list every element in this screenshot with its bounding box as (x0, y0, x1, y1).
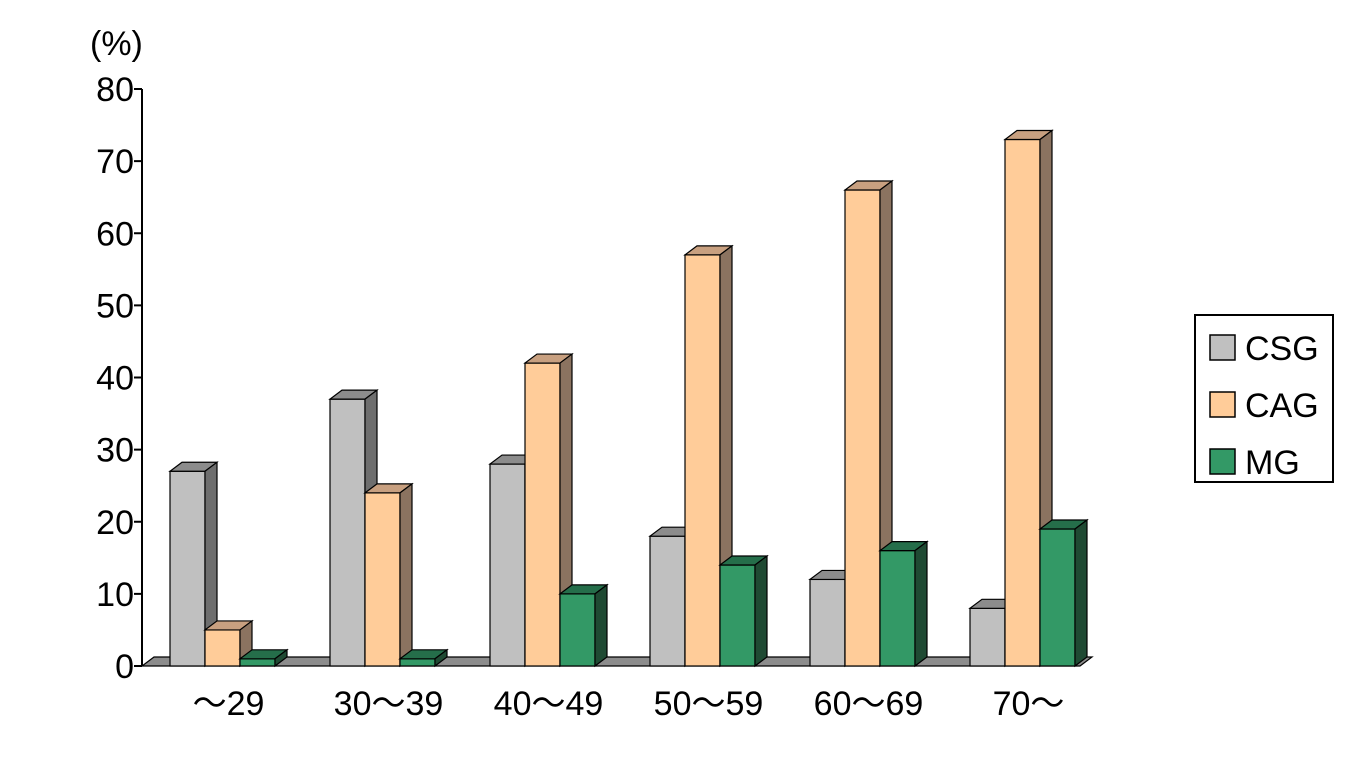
bar (203, 619, 254, 668)
bar (523, 352, 574, 668)
y-tick-label: 50 (96, 287, 134, 325)
bar-front (559, 593, 596, 667)
y-tick-label: 30 (96, 432, 134, 470)
bar-front (1004, 138, 1041, 667)
y-tick-label: 10 (96, 576, 134, 614)
bar-side (1074, 518, 1088, 668)
bar-front (719, 564, 756, 667)
bar-side (914, 540, 928, 668)
bar (398, 648, 449, 668)
legend-swatch (1209, 448, 1236, 475)
y-tick-label: 60 (96, 215, 134, 253)
bar-side (594, 583, 608, 668)
x-tick-label: 60～69 (814, 685, 924, 723)
x-tick-label: 70～ (993, 685, 1065, 723)
y-tick-label: 20 (96, 504, 134, 542)
bar-side (434, 648, 448, 668)
bar (238, 648, 289, 668)
bar-front (329, 398, 366, 667)
bar-front (364, 492, 401, 667)
bar-front (239, 658, 276, 667)
y-unit-label: (%) (90, 25, 143, 63)
bar-side (274, 648, 288, 668)
bar-front (969, 607, 1006, 667)
legend-label: CAG (1245, 387, 1319, 425)
y-ticks: 0 10 20 30 40 50 60 70 80 (96, 71, 142, 686)
bar (718, 554, 769, 668)
x-tick-label: 40～49 (494, 685, 604, 723)
bar-front (489, 463, 526, 667)
x-tick-label: ～29 (193, 685, 265, 723)
bar-front (844, 189, 881, 667)
bar-front (809, 578, 846, 667)
y-tick-label: 40 (96, 360, 134, 398)
bar-front (1039, 528, 1076, 667)
bar-front (649, 535, 686, 667)
bar-side (754, 554, 768, 668)
legend-label: MG (1245, 444, 1300, 482)
bar (1038, 518, 1089, 668)
legend-swatch (1209, 391, 1236, 418)
x-tick-labels: ～29 30～39 40～49 50～59 60～69 70～ (193, 685, 1065, 723)
bar (558, 583, 609, 668)
x-tick-label: 50～59 (654, 685, 764, 723)
y-tick-label: 0 (115, 648, 134, 686)
x-tick-label: 30～39 (334, 685, 444, 723)
bar-front (169, 470, 206, 667)
bar-front (879, 549, 916, 667)
legend-swatch (1209, 334, 1236, 361)
bar-front (399, 658, 436, 667)
bar (363, 482, 414, 668)
bars (168, 129, 1089, 668)
bar-front (524, 362, 561, 667)
y-tick-label: 80 (96, 71, 134, 109)
bar (683, 244, 734, 668)
bar-front (204, 629, 241, 667)
bar-front (684, 254, 721, 667)
y-tick-label: 70 (96, 143, 134, 181)
legend-label: CSG (1245, 330, 1319, 368)
bar-side (399, 482, 413, 668)
bar (878, 540, 929, 668)
legend: CSG CAG MG (1194, 314, 1334, 483)
